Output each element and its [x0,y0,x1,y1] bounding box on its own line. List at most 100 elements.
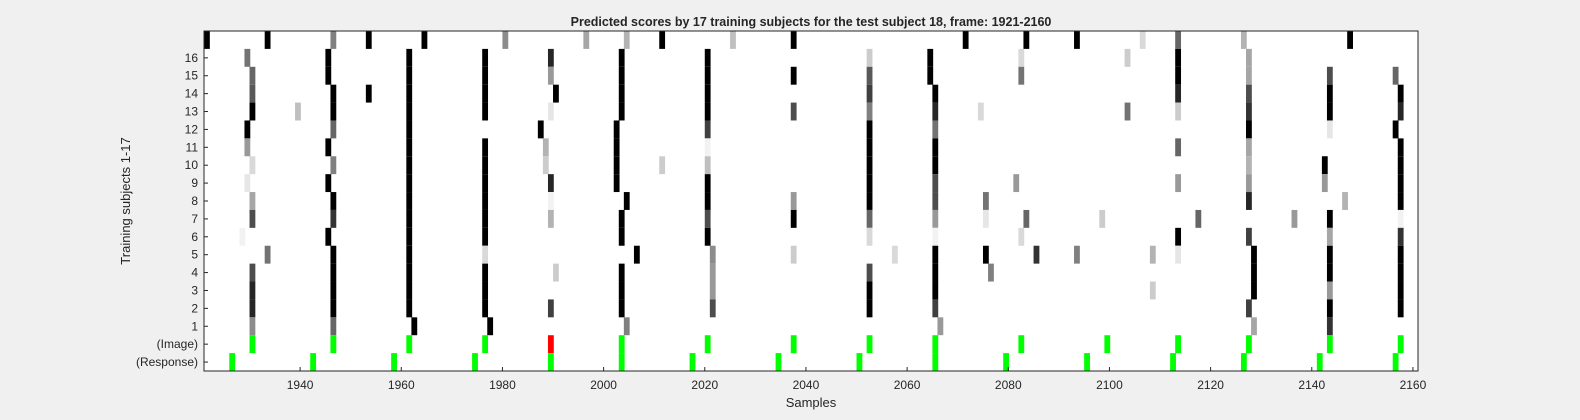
score-cell [264,245,271,264]
y-tick-label: 14 [185,87,199,101]
response-marker [391,353,397,371]
image-marker [482,335,489,354]
score-cell [1246,156,1252,175]
score-cell [330,156,337,175]
score-cell [1139,31,1146,49]
response-marker [229,353,236,371]
score-cell [1018,227,1025,246]
score-cell [1175,227,1182,246]
score-cell [704,174,711,193]
score-cell [932,209,939,228]
score-cell [704,84,711,103]
y-tick-label: 4 [191,266,198,280]
score-cell [982,245,989,264]
y-tick-label: 7 [191,212,198,226]
score-cell [1397,227,1404,246]
image-marker [330,335,337,354]
score-cell [623,317,630,336]
score-cell [1342,192,1348,210]
response-marker [547,353,554,371]
score-cell [542,156,549,175]
response-marker [1392,353,1399,371]
x-tick-label: 2120 [1197,378,1224,392]
score-cell [1326,209,1333,228]
score-cell [411,317,418,336]
score-cell [365,31,372,49]
score-cell [406,102,413,121]
score-cell [537,120,544,139]
score-cell [932,227,939,246]
image-marker [704,335,711,354]
y-tick-label: 9 [191,176,198,190]
score-cell [325,138,332,157]
score-cell [866,102,873,121]
image-marker [1018,335,1025,354]
response-marker [472,353,478,371]
score-cell [325,227,332,246]
score-cell [1321,174,1328,193]
score-cell [932,174,939,193]
score-cell [1013,174,1020,193]
event-markers [229,335,1404,371]
score-cell [1326,317,1333,336]
score-cell [542,138,549,157]
score-cell [482,84,489,103]
score-cell [482,227,489,246]
score-cell [482,263,489,282]
score-cell [730,31,736,49]
score-cell [866,174,873,193]
x-tick-label: 2140 [1298,378,1325,392]
score-cell [482,281,489,300]
score-cell [704,209,711,228]
score-cell [932,138,939,157]
y-tick-label: 13 [185,105,199,119]
score-cell [1033,245,1040,264]
x-tick-label: 2160 [1400,378,1427,392]
score-cell [618,102,625,121]
score-cell [932,281,939,300]
score-cell [204,31,210,49]
response-marker [1316,353,1323,371]
x-axis-label: Samples [786,395,837,410]
score-cell [790,245,797,264]
score-cell [1246,48,1252,67]
score-cell [1397,281,1404,300]
score-cell [1195,209,1202,228]
score-cell [406,156,413,175]
image-marker [790,335,797,354]
y-tick-label: 5 [191,248,198,262]
score-cell [618,263,625,282]
y-tick-label: 11 [186,140,199,154]
score-cell [1397,174,1404,193]
score-cell [330,281,337,300]
score-cell [1099,209,1106,228]
score-cell [932,245,939,264]
score-cell [482,299,489,318]
score-cell [982,209,989,228]
score-cell [704,227,711,246]
x-tick-label: 2040 [793,378,820,392]
score-cell [866,48,873,67]
score-cell [1326,66,1333,85]
score-cell [482,156,489,175]
score-cell [547,174,554,193]
score-cell [547,299,554,318]
score-cell [1240,31,1247,49]
score-cell [547,192,554,210]
score-cell [547,209,554,228]
score-cell [482,138,489,157]
score-cell [482,66,489,85]
score-cell [790,209,797,228]
score-cell [790,192,797,210]
score-cell [613,174,620,193]
score-cell [547,102,554,121]
response-marker [775,353,782,371]
score-cell [790,66,797,85]
score-cell [1397,245,1404,264]
score-cell [249,209,256,228]
score-cell [406,66,413,85]
score-cell [618,84,625,103]
score-cell [406,174,413,193]
score-cell [249,281,256,300]
